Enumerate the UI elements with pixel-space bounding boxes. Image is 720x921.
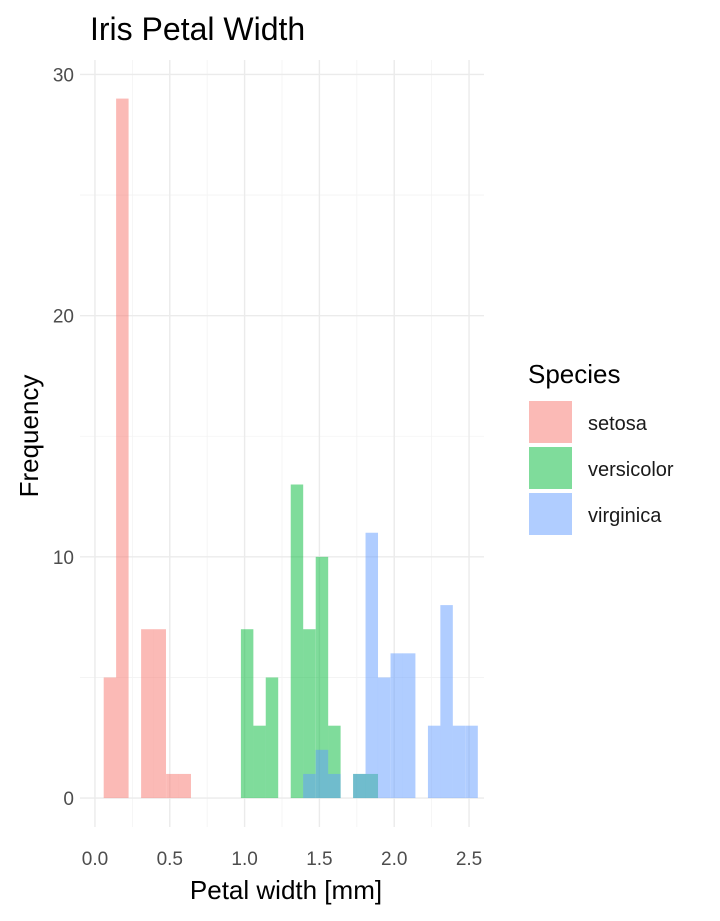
bar-virginica xyxy=(390,653,403,799)
bar-versicolor xyxy=(315,556,329,799)
x-tick-label: 1.5 xyxy=(306,849,332,870)
bar-virginica xyxy=(465,725,478,799)
bar-virginica xyxy=(452,725,466,799)
bar-virginica xyxy=(365,532,379,799)
bar-virginica xyxy=(315,749,329,799)
y-tick-label: 20 xyxy=(53,307,74,328)
chart-title: Iris Petal Width xyxy=(90,11,305,47)
bar-setosa xyxy=(178,773,191,799)
bar-virginica xyxy=(427,725,441,799)
legend-items: setosa versicolor virginica xyxy=(529,401,674,535)
bar-setosa xyxy=(153,629,166,799)
y-tick-label: 10 xyxy=(53,548,74,569)
legend-key-virginica xyxy=(529,493,572,535)
legend: Species setosa versicolor virginica xyxy=(528,359,674,535)
bar-setosa xyxy=(166,773,179,799)
legend-label-setosa: setosa xyxy=(588,413,648,435)
bar-versicolor xyxy=(253,725,266,799)
bars xyxy=(103,98,478,799)
legend-title: Species xyxy=(528,359,621,389)
x-tick-label: 2.5 xyxy=(456,849,482,870)
legend-key-versicolor xyxy=(529,447,572,489)
x-axis-ticks: 0.0 0.5 1.0 1.5 2.0 2.5 xyxy=(82,849,482,870)
x-tick-label: 0.5 xyxy=(157,849,183,870)
bar-setosa xyxy=(116,98,129,799)
legend-label-virginica: virginica xyxy=(588,505,662,527)
y-tick-label: 0 xyxy=(63,789,74,810)
grid xyxy=(80,60,484,827)
bar-setosa xyxy=(103,677,117,799)
bar-virginica xyxy=(303,773,316,799)
x-tick-label: 2.0 xyxy=(381,849,407,870)
y-tick-label: 30 xyxy=(53,65,74,86)
bar-versicolor xyxy=(265,677,279,799)
legend-key-setosa xyxy=(529,401,572,443)
bar-virginica xyxy=(353,773,366,799)
y-axis-title: Frequency xyxy=(14,375,44,498)
bar-versicolor xyxy=(240,629,254,799)
bar-setosa xyxy=(141,629,154,799)
y-axis-ticks: 0 10 20 30 xyxy=(53,65,74,810)
legend-label-versicolor: versicolor xyxy=(588,459,674,481)
bar-virginica xyxy=(440,605,453,799)
x-tick-label: 1.0 xyxy=(231,849,257,870)
bar-virginica xyxy=(377,677,391,799)
bar-virginica xyxy=(402,653,416,799)
bar-virginica xyxy=(328,773,341,799)
bar-versicolor xyxy=(290,484,304,799)
x-axis-title: Petal width [mm] xyxy=(190,875,382,905)
x-tick-label: 0.0 xyxy=(82,849,108,870)
bar-versicolor xyxy=(303,629,316,799)
